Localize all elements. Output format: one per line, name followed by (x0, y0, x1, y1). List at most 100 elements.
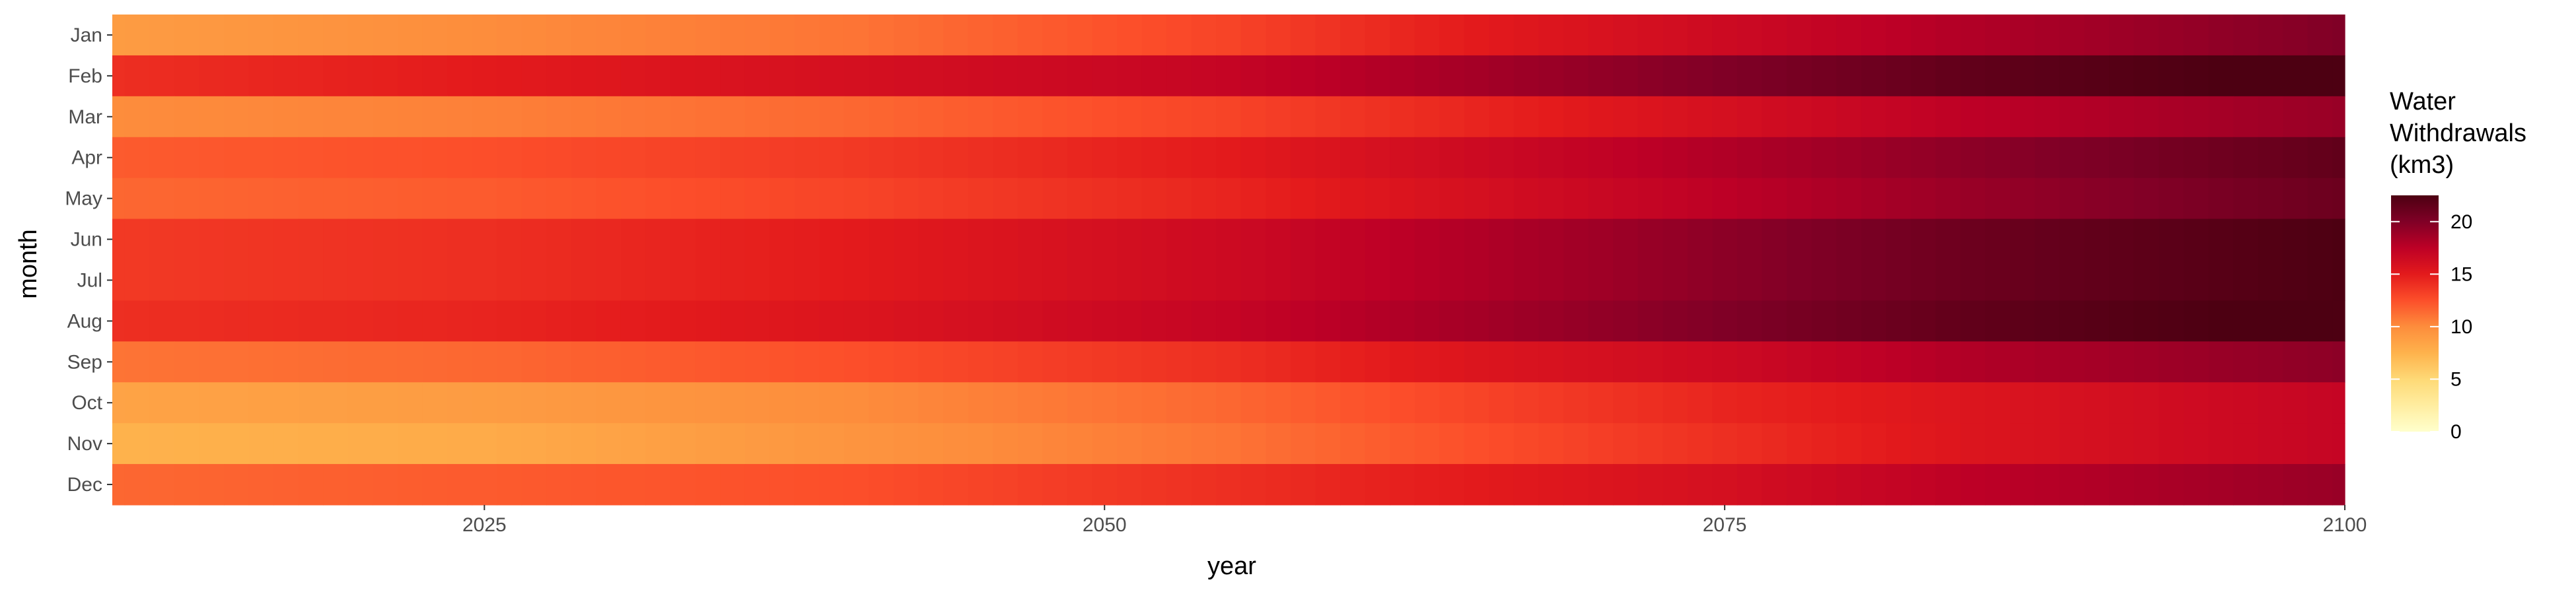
heatmap-cell (1042, 423, 1068, 465)
heatmap-cell (869, 15, 894, 56)
heatmap-cell (323, 137, 349, 179)
heatmap-cell (1092, 55, 1118, 97)
heatmap-cell (174, 464, 200, 506)
heatmap-cell (894, 341, 919, 383)
heatmap-cell (2034, 423, 2060, 465)
heatmap-cell (224, 464, 250, 506)
heatmap-cell (1811, 382, 1837, 424)
heatmap-cell (1266, 300, 1291, 342)
heatmap-cell (497, 259, 522, 302)
heatmap-cell (1736, 464, 1763, 506)
heatmap-cell (124, 259, 150, 302)
heatmap-cell (819, 259, 845, 302)
heatmap-cell (993, 137, 1019, 179)
heatmap-cell (2084, 341, 2110, 383)
heatmap-cell (968, 137, 993, 179)
heatmap-cell (695, 96, 721, 138)
heatmap-cell (1538, 341, 1564, 383)
heatmap-cell (1166, 259, 1192, 302)
heatmap-cell (869, 259, 894, 302)
heatmap-cell (695, 423, 721, 465)
heatmap-cell (1067, 178, 1093, 220)
heatmap-cell (1687, 96, 1713, 138)
heatmap-cell (422, 137, 448, 179)
heatmap-cell (918, 464, 944, 506)
heatmap-cell (2258, 341, 2283, 383)
heatmap-cell (2208, 382, 2234, 424)
heatmap-cell (1042, 464, 1068, 506)
heatmap-cell (199, 15, 225, 56)
heatmap-cell (1390, 300, 1415, 342)
heatmap-cell (720, 55, 746, 97)
heatmap-cell (968, 55, 993, 97)
heatmap-cell (2183, 178, 2209, 220)
heatmap-cell (794, 55, 820, 97)
heatmap-cell (1340, 55, 1366, 97)
heatmap-cell (1563, 341, 1589, 383)
heatmap-cell (2233, 382, 2259, 424)
heatmap-cell (124, 464, 150, 506)
heatmap-cell (1513, 382, 1540, 424)
heatmap-cell (1240, 382, 1266, 424)
heatmap-cell (2109, 259, 2135, 302)
heatmap-cell (112, 259, 125, 302)
heatmap-cell (744, 382, 770, 424)
heatmap-cell (1166, 96, 1192, 138)
heatmap-cell (422, 341, 448, 383)
heatmap-cell (1216, 341, 1242, 383)
heatmap-cell (1637, 55, 1663, 97)
heatmap-cell (1613, 382, 1639, 424)
heatmap-cell (1315, 96, 1341, 138)
heatmap-cell (1886, 218, 1912, 261)
heatmap-cell (1141, 218, 1167, 261)
heatmap-cell (843, 341, 870, 383)
heatmap-cell (2010, 464, 2036, 506)
heatmap-cell (1365, 341, 1390, 383)
heatmap-cell (447, 15, 473, 56)
heatmap-cell (620, 300, 647, 342)
heatmap-cell (1960, 137, 1986, 179)
heatmap-cell (1985, 423, 2011, 465)
heatmap-cell (1787, 137, 1812, 179)
heatmap-cell (124, 55, 150, 97)
heatmap-cell (1513, 55, 1540, 97)
heatmap-cell (1290, 15, 1316, 56)
heatmap-cell (571, 15, 596, 56)
heatmap-cell (1117, 96, 1143, 138)
heatmap-cell (2208, 423, 2234, 465)
heatmap-cell (695, 464, 721, 506)
heatmap-cell (472, 259, 497, 302)
heatmap-cell (993, 341, 1019, 383)
heatmap-cell (1092, 259, 1118, 302)
heatmap-cell (2258, 464, 2283, 506)
heatmap-cell (1166, 218, 1192, 261)
heatmap-cell (1563, 178, 1589, 220)
heatmap-cell (1092, 382, 1118, 424)
heatmap-cell (1637, 15, 1663, 56)
heatmap-cell (819, 137, 845, 179)
heatmap-cell (1067, 218, 1093, 261)
heatmap-cell (2159, 137, 2184, 179)
heatmap-cell (1191, 423, 1217, 465)
heatmap-cell (1092, 15, 1118, 56)
heatmap-cell (645, 341, 671, 383)
heatmap-cell (2059, 423, 2085, 465)
heatmap-cell (2059, 218, 2085, 261)
heatmap-cell (497, 137, 522, 179)
heatmap-cell (1439, 259, 1465, 302)
heatmap-cell (1886, 178, 1912, 220)
heatmap-cell (2010, 423, 2036, 465)
heatmap-cell (1191, 178, 1217, 220)
heatmap-cell (1365, 15, 1390, 56)
heatmap-cell (2283, 178, 2308, 220)
heatmap-cell (894, 96, 919, 138)
heatmap-cell (1489, 341, 1515, 383)
heatmap-cell (521, 55, 547, 97)
heatmap-cell (1067, 137, 1093, 179)
heatmap-cell (397, 218, 423, 261)
heatmap-cell (472, 218, 497, 261)
heatmap-cell (2159, 96, 2184, 138)
heatmap-cell (596, 423, 622, 465)
heatmap-cell (1290, 218, 1316, 261)
heatmap-cell (472, 464, 497, 506)
